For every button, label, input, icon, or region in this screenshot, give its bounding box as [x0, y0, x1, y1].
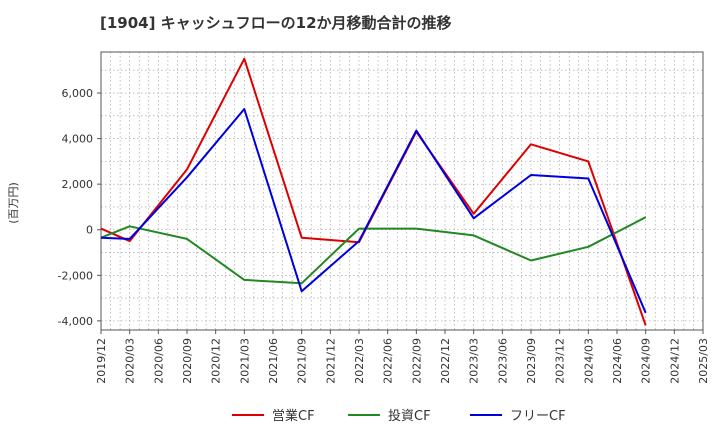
x-tick-label: 2023/09: [525, 338, 538, 384]
x-tick-label: 2021/03: [238, 338, 251, 384]
x-tick-label: 2020/06: [152, 338, 165, 384]
legend-label: 営業CF: [272, 408, 315, 424]
legend-item: 営業CF: [232, 408, 315, 424]
series-line: [100, 57, 647, 326]
x-tick-label: 2020/03: [124, 338, 137, 384]
chart-title: [1904] キャッシュフローの12か月移動合計の推移: [100, 14, 452, 32]
x-tick-label: 2021/09: [296, 338, 309, 384]
legend-item: フリーCF: [470, 409, 566, 424]
y-tick-label: -4,000: [58, 315, 93, 328]
x-tick-label: 2025/03: [697, 338, 710, 384]
x-tick-label: 2024/03: [582, 338, 595, 384]
series-line: [100, 108, 647, 314]
legend-label: フリーCF: [510, 409, 566, 424]
y-tick-label: 4,000: [62, 133, 94, 146]
x-tick-label: 2021/12: [324, 338, 337, 384]
series-line: [100, 216, 647, 285]
plot-area: [100, 51, 704, 331]
legend-item: 投資CF: [348, 408, 431, 424]
y-axis: -4,000 -2,000 0 2,000 4,000 6,000: [58, 87, 101, 328]
x-tick-label: 2023/03: [468, 338, 481, 384]
x-tick-label: 2022/12: [439, 338, 452, 384]
x-tick-label: 2024/12: [668, 338, 681, 384]
grid: [100, 52, 704, 330]
y-tick-label: 0: [86, 224, 93, 237]
x-tick-label: 2024/06: [611, 338, 624, 384]
x-tick-label: 2020/12: [210, 338, 223, 384]
y-tick-label: -2,000: [58, 269, 93, 282]
legend-label: 投資CF: [388, 408, 431, 424]
x-tick-label: 2020/09: [181, 338, 194, 384]
y-tick-label: 2,000: [62, 178, 94, 191]
x-tick-label: 2021/06: [267, 338, 280, 384]
x-axis: 2019/12 2020/03 2020/06 2020/09 2020/12 2021/…: [95, 330, 710, 384]
x-tick-label: 2022/09: [410, 338, 423, 384]
legend: 営業CF 投資CF フリーCF: [232, 408, 566, 424]
y-tick-label: 6,000: [62, 87, 94, 100]
series-lines: [100, 57, 647, 326]
x-tick-label: 2023/06: [496, 338, 509, 384]
x-tick-label: 2023/12: [554, 338, 567, 384]
y-axis-label: (百万円): [7, 182, 20, 224]
x-tick-label: 2019/12: [95, 338, 108, 384]
x-tick-label: 2024/09: [640, 338, 653, 384]
x-tick-label: 2022/06: [382, 338, 395, 384]
x-tick-label: 2022/03: [353, 338, 366, 384]
